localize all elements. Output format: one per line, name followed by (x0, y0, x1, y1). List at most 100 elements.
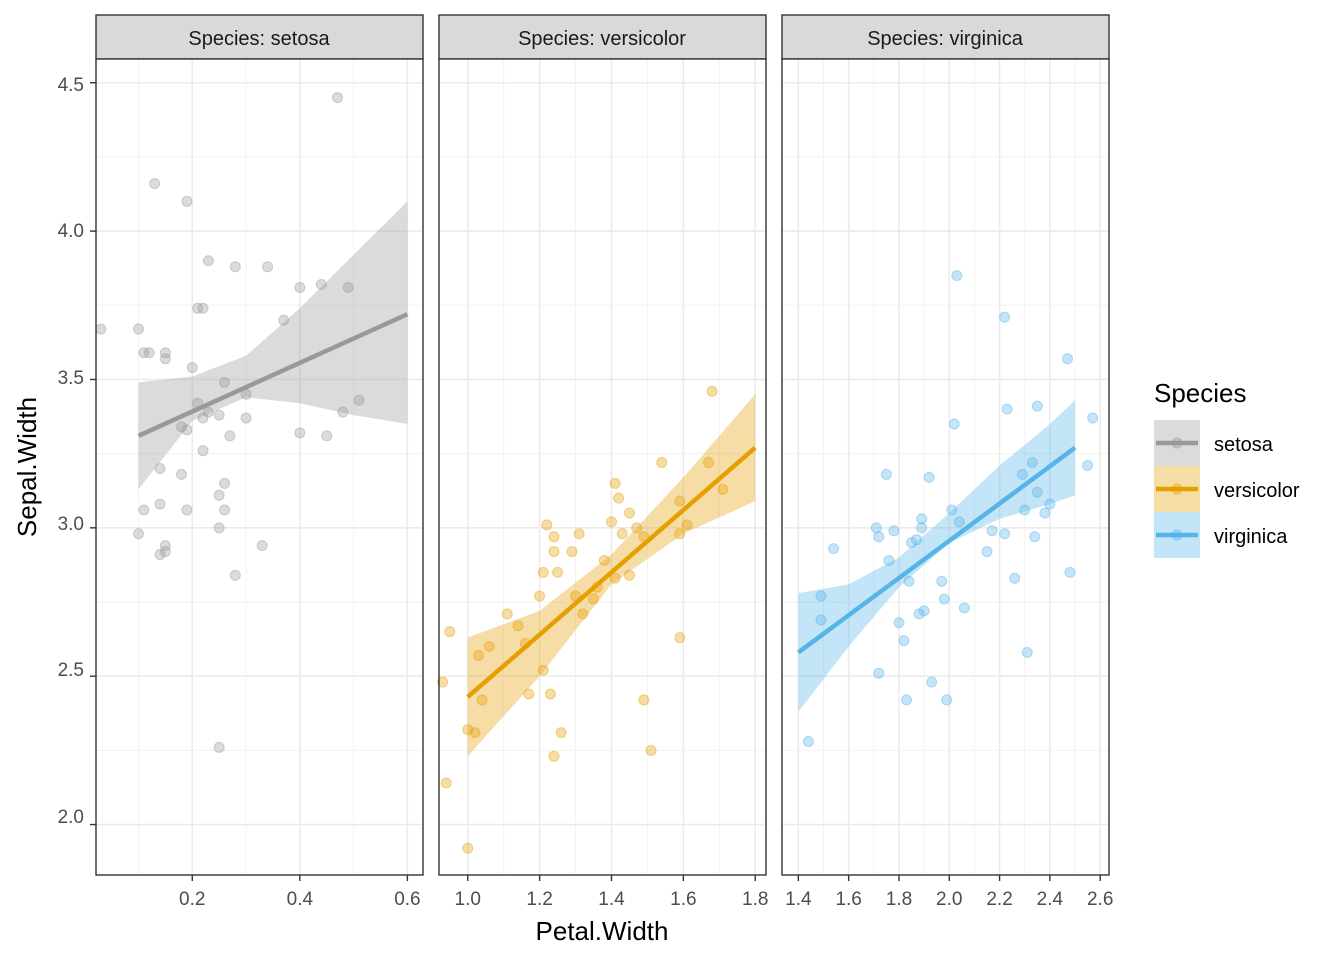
data-point-versicolor (645, 744, 657, 756)
data-point-setosa (213, 522, 225, 534)
data-point-virginica (815, 590, 827, 602)
data-point-setosa (149, 178, 161, 190)
legend: Species setosa versicolor virginica (1154, 378, 1300, 558)
data-point-setosa (132, 323, 144, 335)
data-point-setosa (256, 540, 268, 552)
data-point-setosa (186, 362, 198, 374)
data-point-setosa (229, 569, 241, 581)
plot-background (439, 59, 766, 875)
data-point-setosa (213, 741, 225, 753)
data-point-versicolor (631, 522, 643, 534)
data-point-versicolor (437, 676, 449, 688)
data-point-setosa (138, 347, 150, 359)
data-point-virginica (883, 554, 895, 566)
panel-border (781, 58, 1110, 876)
y-tick-label: 4.5 (58, 75, 84, 96)
data-point-versicolor (534, 590, 546, 602)
y-tick-label: 2.5 (58, 660, 84, 681)
data-point-versicolor (623, 507, 635, 519)
data-point-setosa (213, 409, 225, 421)
legend-title: Species (1154, 378, 1247, 408)
data-point-versicolor (613, 492, 625, 504)
legend-key-point-virginica (1171, 529, 1183, 541)
data-point-setosa (138, 504, 150, 516)
x-axis-title: Petal.Width (536, 916, 669, 946)
data-point-virginica (873, 531, 885, 543)
x-tick-label: 0.2 (179, 889, 205, 910)
strip-background (438, 14, 767, 60)
legend-keys (1154, 420, 1200, 558)
data-point-versicolor (588, 593, 600, 605)
data-point-setosa (224, 430, 236, 442)
legend-label-virginica: virginica (1214, 526, 1288, 548)
data-point-setosa (337, 406, 349, 418)
data-point-versicolor (512, 620, 524, 632)
data-point-virginica (1044, 498, 1056, 510)
x-tick-label: 1.8 (886, 889, 912, 910)
data-point-virginica (873, 667, 885, 679)
x-tick-label: 1.6 (835, 889, 861, 910)
data-point-setosa (159, 353, 171, 365)
legend-label-versicolor: versicolor (1214, 480, 1300, 502)
data-point-versicolor (473, 649, 485, 661)
data-point-versicolor (462, 724, 474, 736)
data-point-versicolor (440, 777, 452, 789)
data-point-virginica (906, 537, 918, 549)
data-point-versicolor (548, 546, 560, 558)
data-point-virginica (916, 522, 928, 534)
data-point-setosa (342, 281, 354, 293)
panel-border (95, 58, 424, 876)
data-point-virginica (941, 694, 953, 706)
data-point-virginica (1087, 412, 1099, 424)
confidence-band-virginica (798, 400, 1075, 712)
data-point-setosa (95, 323, 107, 335)
data-point-versicolor (706, 385, 718, 397)
x-tick-label: 2.2 (986, 889, 1012, 910)
data-point-setosa (176, 421, 188, 433)
data-point-versicolor (674, 528, 686, 540)
data-point-virginica (1029, 531, 1041, 543)
data-point-versicolor (656, 457, 668, 469)
data-point-virginica (913, 608, 925, 620)
panel-versicolor: 1.0 1.2 1.4 1.6 1.8 (437, 14, 768, 910)
data-point-virginica (815, 614, 827, 626)
data-point-virginica (1021, 646, 1033, 658)
data-point-virginica (1064, 566, 1076, 578)
x-tick-label: 1.4 (598, 889, 625, 910)
data-point-virginica (903, 575, 915, 587)
data-point-setosa (321, 430, 333, 442)
data-point-virginica (918, 605, 930, 617)
x-tick-label: 1.8 (742, 889, 768, 910)
x-tick-label: 0.4 (287, 889, 314, 910)
data-point-versicolor (577, 608, 589, 620)
data-point-setosa (197, 302, 209, 314)
data-point-setosa (315, 279, 327, 291)
data-point-versicolor (501, 608, 513, 620)
data-point-virginica (999, 528, 1011, 540)
data-point-virginica (958, 602, 970, 614)
regression-line-virginica (797, 445, 1077, 655)
data-point-virginica (893, 617, 905, 629)
data-point-versicolor (469, 727, 481, 739)
data-point-setosa (219, 376, 231, 388)
data-point-virginica (916, 513, 928, 525)
data-point-versicolor (674, 495, 686, 507)
data-point-virginica (901, 694, 913, 706)
data-point-setosa (181, 195, 193, 207)
data-point-versicolor (548, 750, 560, 762)
data-point-virginica (936, 575, 948, 587)
data-point-setosa (262, 261, 274, 273)
x-tick-label: 0.6 (394, 889, 420, 910)
x-tick-label: 1.6 (670, 889, 696, 910)
data-point-versicolor (605, 516, 617, 528)
data-point-versicolor (717, 483, 729, 495)
regression-line-versicolor (466, 446, 757, 699)
data-point-virginica (1061, 353, 1073, 365)
data-point-versicolor (616, 528, 628, 540)
data-point-virginica (898, 635, 910, 647)
data-point-virginica (948, 418, 960, 430)
data-point-versicolor (555, 727, 567, 739)
data-point-versicolor (537, 566, 549, 578)
data-point-virginica (1019, 504, 1031, 516)
